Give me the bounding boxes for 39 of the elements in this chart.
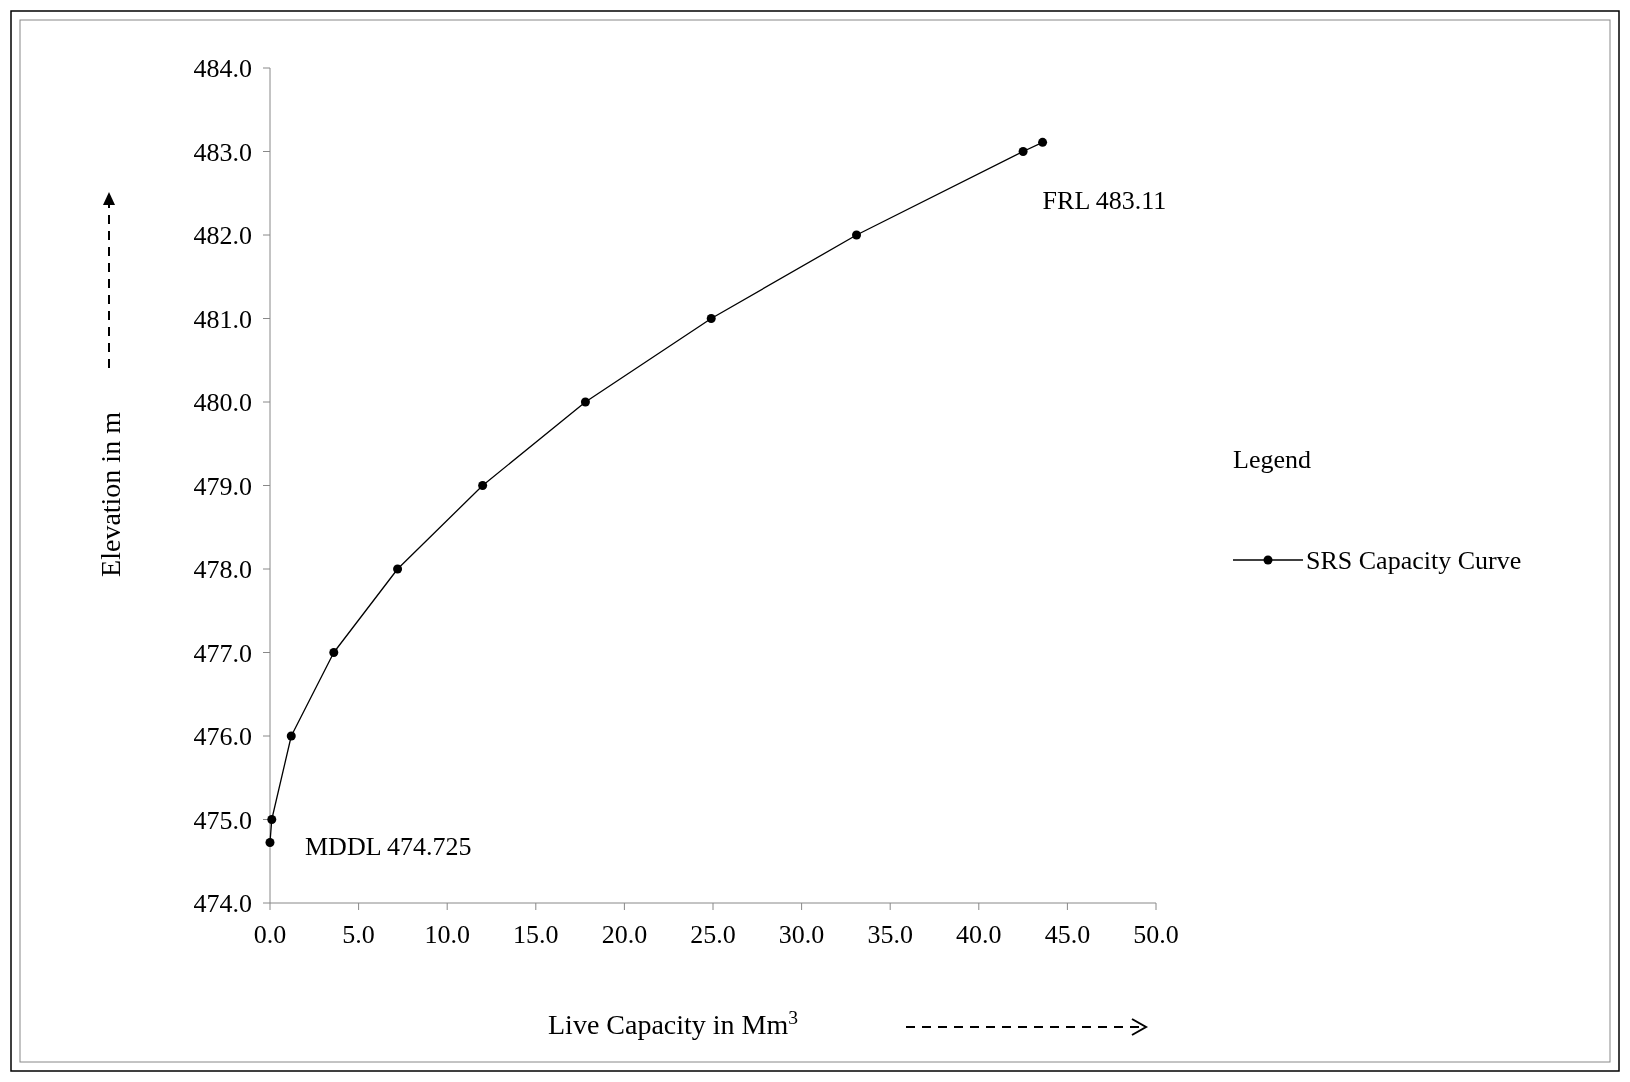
- point: [580, 397, 590, 407]
- point: [267, 815, 277, 824]
- y-tick-label: 475.0: [193, 805, 252, 835]
- legend-label: SRS Capacity Curve: [1306, 546, 1522, 575]
- y-tick-label: 480.0: [193, 388, 252, 417]
- point: [1018, 147, 1028, 156]
- point: [393, 564, 403, 574]
- x-tick-label: 30.0: [778, 920, 825, 949]
- y-tick-label: 474.0: [193, 889, 252, 918]
- y-tick-label: 477.0: [193, 638, 252, 668]
- annotation: MDDL 474.725: [305, 832, 472, 862]
- point: [852, 230, 862, 240]
- point: [706, 314, 716, 323]
- x-tick-label: 20.0: [601, 920, 648, 949]
- y-tick-label: 481.0: [193, 304, 252, 334]
- x-tick-label: 45.0: [1044, 920, 1091, 949]
- point: [329, 648, 339, 657]
- y-tick-label: 478.0: [193, 555, 252, 584]
- point: [478, 481, 488, 490]
- y-tick-label: 476.0: [193, 722, 252, 751]
- annotation: FRL 483.11: [1042, 186, 1167, 216]
- x-tick-label: 50.0: [1133, 920, 1179, 949]
- x-axis-title: Live Capacity in Mm$^{3}$: [548, 1006, 799, 1040]
- legend-title: Legend: [1233, 445, 1311, 474]
- x-tick-label: 25.0: [690, 920, 736, 949]
- x-tick-label: 10.0: [424, 920, 470, 949]
- x-tick-label: 40.0: [956, 920, 1002, 949]
- x-tick-label: 5.0: [342, 920, 375, 949]
- y-tick-label: 479.0: [193, 471, 252, 501]
- y-tick-label: 483.0: [193, 137, 252, 167]
- point: [286, 731, 296, 741]
- point: [1038, 137, 1048, 147]
- y-tick-label: 482.0: [193, 221, 252, 250]
- x-tick-label: 35.0: [867, 920, 913, 949]
- x-tick-label: 0.0: [253, 920, 287, 949]
- point: [265, 837, 275, 847]
- y-axis-title: Elevation in m: [95, 411, 126, 577]
- x-tick-label: 15.0: [513, 920, 559, 949]
- y-tick-label: 484.0: [193, 54, 252, 83]
